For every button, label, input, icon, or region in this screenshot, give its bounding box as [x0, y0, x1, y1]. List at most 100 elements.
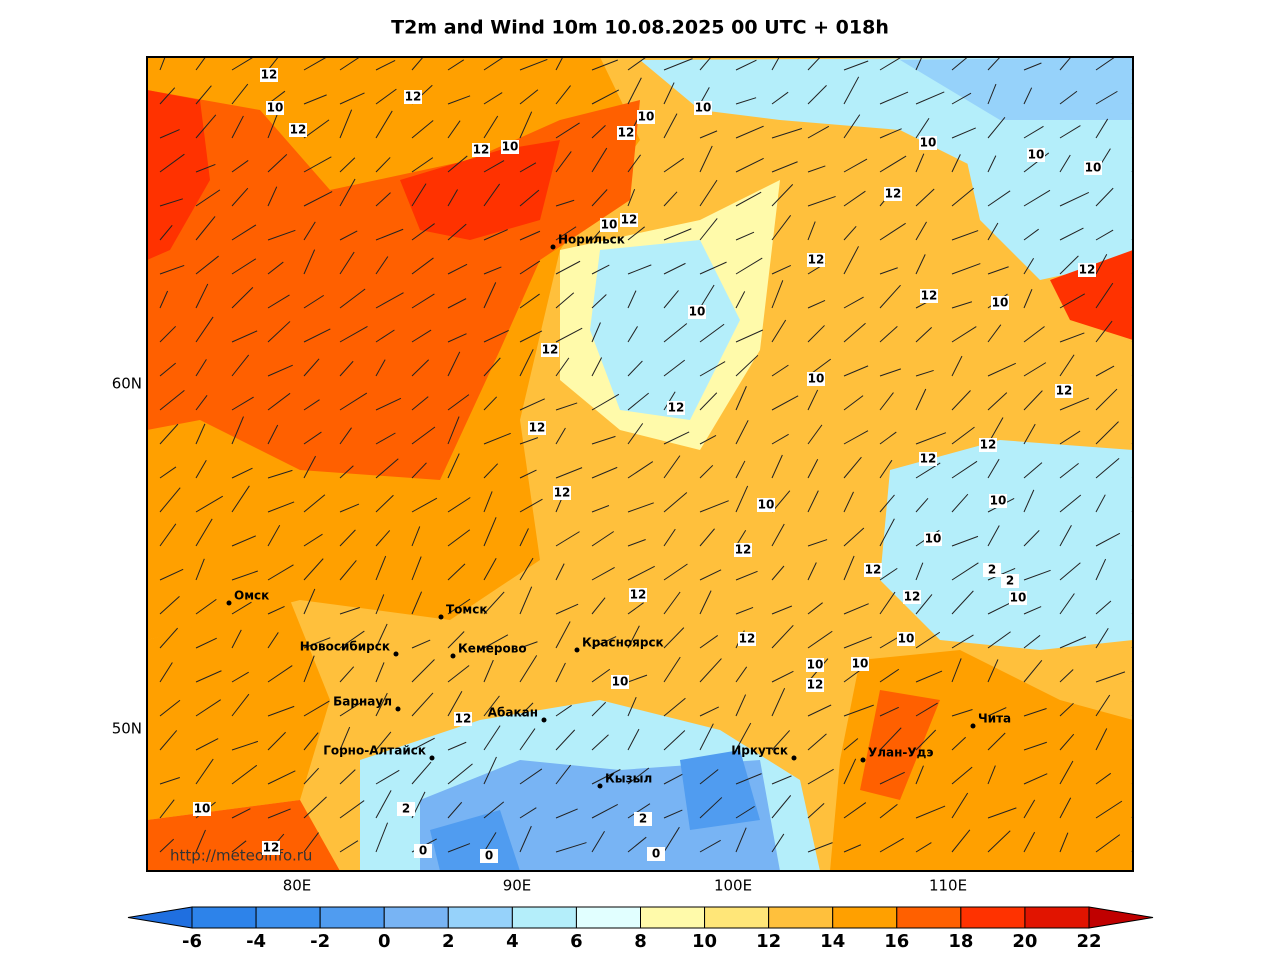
wind-barb [447, 453, 460, 479]
wind-barb [627, 602, 644, 615]
wind-barb [555, 704, 572, 717]
wind-barb [159, 595, 180, 615]
wind-barb [231, 115, 244, 139]
wind-barb [1131, 409, 1133, 411]
contour-label: 10 [992, 296, 1009, 310]
wind-barb [1095, 57, 1116, 71]
contour-label-bg [1084, 161, 1102, 175]
wind-barb [627, 803, 651, 819]
wind-barb [951, 187, 975, 207]
wind-barb [1023, 189, 1051, 207]
contour-label-bg [807, 253, 825, 267]
wind-barb [483, 463, 499, 479]
city-marker [395, 706, 401, 712]
contour-label: 10 [758, 498, 775, 512]
contour-label-bg [1055, 384, 1073, 398]
wind-barb [375, 692, 388, 717]
wind-barb [843, 322, 866, 343]
wind-barb [1023, 569, 1051, 581]
contour-label: 2 [639, 812, 647, 826]
wind-barb [735, 157, 764, 173]
wind-barb [771, 565, 785, 581]
contour-label: 12 [554, 486, 571, 500]
wind-barb [771, 319, 787, 343]
wind-barb [231, 535, 256, 547]
wind-barb [375, 662, 385, 683]
map-frame [146, 56, 1134, 872]
wind-barb [195, 189, 221, 207]
wind-barb [267, 705, 295, 717]
wind-barb [447, 155, 468, 173]
contour-label-bg [991, 296, 1009, 310]
wind-barb [231, 601, 252, 615]
wind-barb [195, 359, 207, 377]
wind-barb [1023, 228, 1039, 241]
wind-barb [771, 91, 789, 105]
contour-label: 12 [807, 678, 824, 692]
wind-barb [411, 526, 421, 547]
wind-barb [447, 263, 468, 275]
wind-barb [267, 501, 295, 513]
wind-barb [591, 294, 607, 309]
contour-label: 12 [885, 187, 902, 201]
contour-label-bg [454, 712, 472, 726]
wind-barb [663, 773, 683, 785]
wind-barb [231, 467, 253, 479]
wind-barb [807, 630, 833, 649]
wind-barb [735, 386, 747, 411]
wind-barb [411, 293, 435, 309]
wind-barb [1095, 494, 1106, 513]
contour-label: 12 [405, 90, 422, 104]
wind-barb [411, 157, 434, 173]
wind-barb [591, 636, 617, 649]
wind-barb [663, 492, 688, 513]
wind-barb [951, 590, 974, 615]
wind-barb [303, 431, 322, 445]
wind-barb [663, 656, 681, 683]
wind-barb [411, 556, 422, 581]
wind-barb [951, 562, 979, 581]
wind-barb [1023, 62, 1042, 71]
wind-barb [915, 221, 927, 241]
wind-barb [195, 738, 219, 751]
wind-barb [735, 805, 755, 819]
wind-barb [1059, 154, 1071, 173]
wind-barb [1059, 669, 1074, 683]
contour-label: 10 [267, 101, 284, 115]
wind-barb [627, 625, 640, 649]
wind-barb [519, 655, 538, 683]
contour-label-bg [924, 532, 942, 546]
wind-barb [411, 183, 427, 207]
wind-barb [951, 736, 966, 751]
wind-barb [843, 296, 864, 309]
wind-barb [915, 670, 943, 683]
wind-barb [1059, 636, 1087, 649]
wind-barb [1059, 462, 1079, 479]
contour-label-bg [266, 101, 284, 115]
wind-barb [1059, 57, 1072, 71]
wind-barb [1095, 834, 1121, 853]
wind-barb [735, 191, 762, 207]
wind-barb [951, 709, 973, 717]
city-label: Кемерово [458, 642, 527, 656]
wind-barb [375, 157, 391, 173]
colorbar-bin [768, 906, 834, 929]
colorbar-tick-label: 6 [570, 931, 583, 952]
wind-barb [267, 364, 293, 377]
wind-barb [555, 199, 575, 207]
wind-barb [1131, 612, 1133, 615]
wind-barb [843, 844, 862, 853]
wind-barb [447, 223, 467, 241]
wind-barb [303, 700, 330, 717]
wind-barb [411, 497, 438, 513]
wind-barb [1131, 68, 1133, 71]
wind-barb [483, 634, 509, 649]
wind-barb [555, 764, 572, 785]
wind-barbs [159, 57, 1133, 853]
wind-barb [807, 299, 826, 309]
wind-barb [195, 495, 224, 513]
wind-barb [663, 290, 679, 309]
contour-label: 10 [638, 110, 655, 124]
contour-label: 2 [1006, 574, 1014, 588]
wind-barb [735, 694, 747, 717]
